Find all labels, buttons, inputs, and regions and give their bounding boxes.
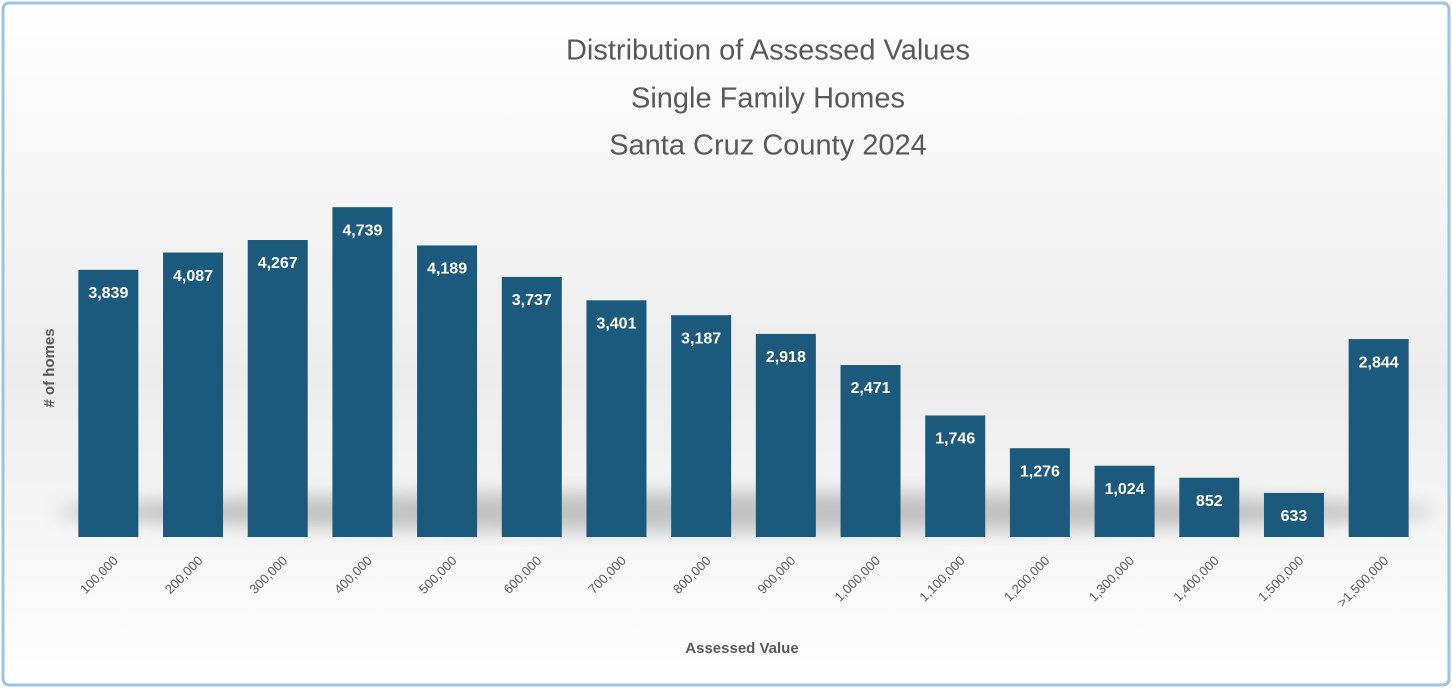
bar [1094,465,1155,537]
chart-subtitle: Single Family Homes [631,83,905,115]
value-label: 1,746 [935,431,975,448]
value-label: 3,839 [88,285,128,302]
value-label: 1,276 [1020,463,1060,480]
bar [78,269,139,537]
bar [586,300,647,537]
value-label: 2,844 [1359,354,1399,371]
floor-shadow [55,492,1435,532]
x-axis-title: Assessed Value [685,640,798,657]
bar [1348,339,1409,537]
value-label: 1,024 [1105,481,1145,498]
bar [925,415,986,537]
chart-title: Distribution of Assessed Values [566,35,970,67]
value-label: 2,918 [766,349,806,366]
bar [840,365,901,537]
value-label: 4,267 [258,255,298,272]
bar [1009,448,1070,537]
bar [671,315,732,537]
value-label: 3,737 [512,292,552,309]
y-axis-title: # of homes [41,328,58,407]
bar [163,252,224,537]
value-label: 4,189 [427,261,467,278]
chart-subtitle: Santa Cruz County 2024 [609,130,927,162]
bar [1263,492,1324,537]
bar [332,207,393,538]
value-label: 2,471 [851,380,891,397]
value-label: 4,739 [342,222,382,239]
bar [247,240,308,538]
bar [755,333,816,537]
bar [1179,477,1240,537]
value-label: 3,401 [596,316,636,333]
value-label: 852 [1196,493,1223,510]
value-label: 3,187 [681,330,721,347]
bar [501,276,562,537]
value-label: 4,087 [173,268,213,285]
bar [417,245,478,537]
value-label: 633 [1281,508,1308,525]
